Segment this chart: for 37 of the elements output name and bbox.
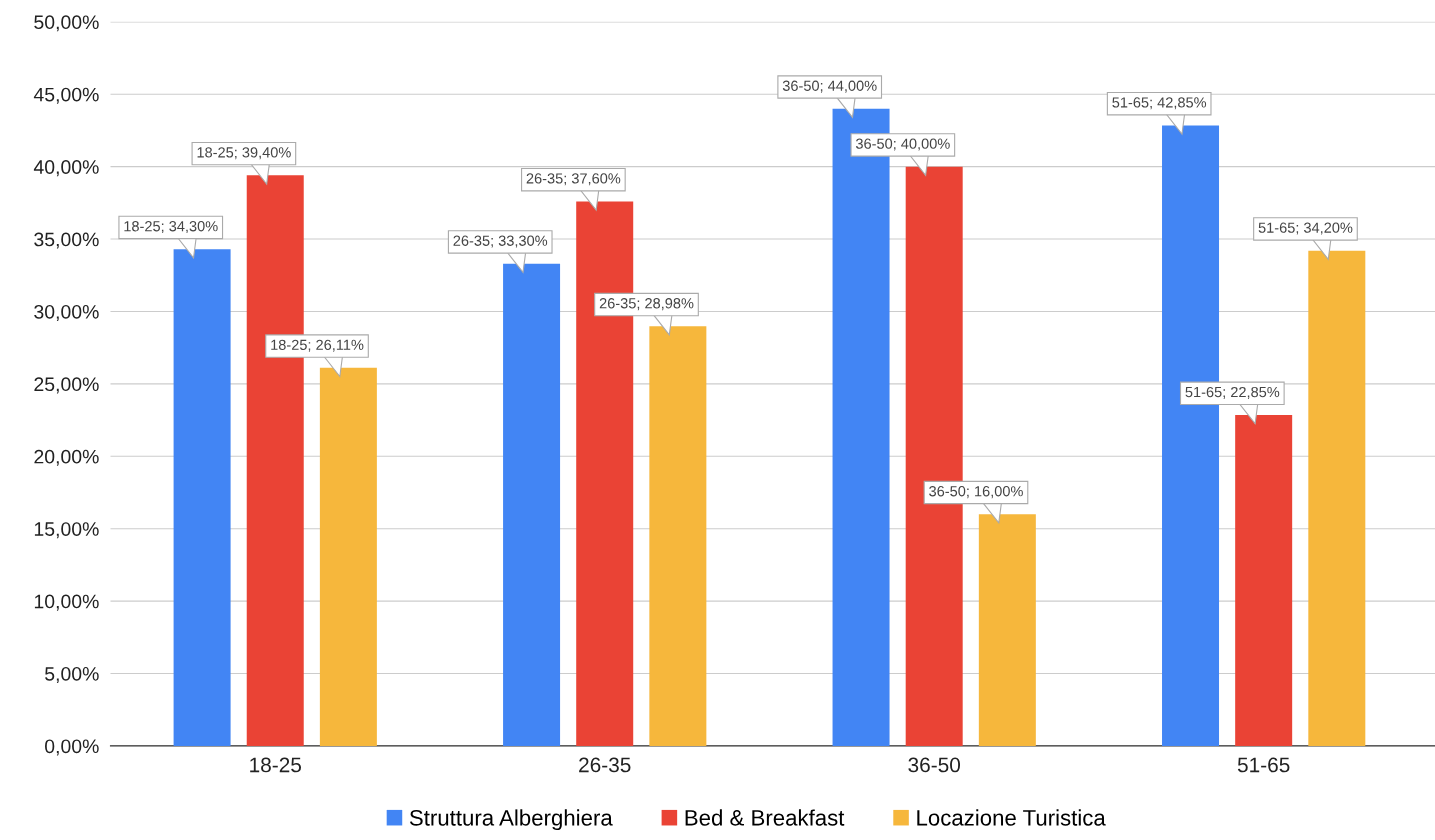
legend-label: Struttura Alberghiera xyxy=(409,809,613,831)
bar xyxy=(978,514,1036,746)
data-label: 26-35; 28,98% xyxy=(599,298,694,311)
data-label: 36-50; 16,00% xyxy=(929,486,1023,499)
data-label: 36-50; 44,00% xyxy=(782,80,877,93)
y-tick-label: 50,00% xyxy=(34,15,99,32)
data-label: 26-35; 37,60% xyxy=(526,173,621,186)
data-label: 51-65; 34,20% xyxy=(1258,222,1353,235)
data-label: 18-25; 34,30% xyxy=(124,221,218,234)
y-tick-label: 45,00% xyxy=(33,87,99,104)
data-label: 26-35; 33,30% xyxy=(453,235,548,248)
y-tick-label: 0,00% xyxy=(45,739,99,756)
data-label: 36-50; 40,00% xyxy=(855,138,950,151)
bar xyxy=(649,326,707,746)
data-label: 18-25; 39,40% xyxy=(197,147,291,160)
bar xyxy=(1308,250,1366,746)
y-tick-label: 15,00% xyxy=(34,522,99,539)
data-label: 51-65; 42,85% xyxy=(1112,97,1207,110)
y-tick-label: 40,00% xyxy=(33,160,99,177)
x-tick-label: 26-35 xyxy=(579,757,631,773)
bar xyxy=(319,367,377,746)
bar xyxy=(503,263,561,746)
y-tick-label: 25,00% xyxy=(34,377,99,394)
bar xyxy=(1235,415,1293,746)
y-tick-label: 20,00% xyxy=(34,449,99,466)
x-tick-label: 51-65 xyxy=(1237,757,1290,773)
bar xyxy=(173,249,231,746)
y-tick-label: 10,00% xyxy=(34,594,99,611)
x-tick-label: 18-25 xyxy=(250,757,302,773)
x-tick-label: 36-50 xyxy=(908,757,961,773)
legend-label: Locazione Turistica xyxy=(917,809,1106,826)
legend-label: Bed & Breakfast xyxy=(685,809,845,826)
y-tick-label: 5,00% xyxy=(45,666,99,684)
data-label: 18-25; 26,11% xyxy=(271,339,364,352)
y-tick-label: 30,00% xyxy=(34,304,99,322)
y-tick-label: 35,00% xyxy=(34,232,99,249)
data-label: 51-65; 22,85% xyxy=(1185,386,1280,399)
